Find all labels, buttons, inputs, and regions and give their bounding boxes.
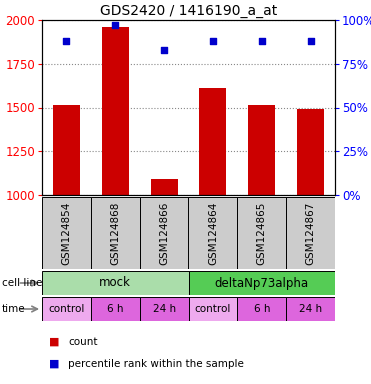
Bar bbox=[286, 197, 335, 269]
Text: time: time bbox=[2, 304, 26, 314]
Point bbox=[308, 38, 313, 44]
Bar bbox=[286, 297, 335, 321]
Bar bbox=[91, 297, 139, 321]
Bar bbox=[151, 179, 177, 195]
Text: ■: ■ bbox=[49, 337, 60, 347]
Bar bbox=[237, 297, 286, 321]
Bar bbox=[188, 297, 237, 321]
Text: ■: ■ bbox=[49, 359, 60, 369]
Bar bbox=[139, 197, 188, 269]
Text: mock: mock bbox=[99, 276, 131, 290]
Text: GSM124866: GSM124866 bbox=[159, 201, 169, 265]
Point bbox=[161, 47, 167, 53]
Bar bbox=[200, 88, 226, 195]
Title: GDS2420 / 1416190_a_at: GDS2420 / 1416190_a_at bbox=[100, 3, 277, 18]
Bar bbox=[42, 271, 188, 295]
Text: 6 h: 6 h bbox=[107, 304, 124, 314]
Bar bbox=[248, 105, 275, 195]
Bar bbox=[297, 109, 324, 195]
Text: 24 h: 24 h bbox=[299, 304, 322, 314]
Bar bbox=[188, 197, 237, 269]
Text: count: count bbox=[68, 337, 98, 347]
Text: GSM124865: GSM124865 bbox=[257, 201, 267, 265]
Text: 24 h: 24 h bbox=[152, 304, 175, 314]
Bar bbox=[91, 197, 139, 269]
Text: control: control bbox=[195, 304, 231, 314]
Bar bbox=[42, 197, 91, 269]
Text: cell line: cell line bbox=[2, 278, 42, 288]
Point bbox=[259, 38, 265, 44]
Text: GSM124868: GSM124868 bbox=[110, 201, 120, 265]
Text: GSM124854: GSM124854 bbox=[62, 201, 71, 265]
Bar bbox=[237, 197, 286, 269]
Bar bbox=[188, 271, 335, 295]
Text: deltaNp73alpha: deltaNp73alpha bbox=[215, 276, 309, 290]
Point bbox=[210, 38, 216, 44]
Bar bbox=[42, 297, 91, 321]
Text: GSM124864: GSM124864 bbox=[208, 201, 218, 265]
Text: percentile rank within the sample: percentile rank within the sample bbox=[68, 359, 244, 369]
Text: control: control bbox=[48, 304, 85, 314]
Point bbox=[112, 22, 118, 28]
Point bbox=[63, 38, 69, 44]
Text: GSM124867: GSM124867 bbox=[306, 201, 316, 265]
Bar bbox=[102, 27, 129, 195]
Text: 6 h: 6 h bbox=[253, 304, 270, 314]
Bar bbox=[139, 297, 188, 321]
Bar bbox=[53, 104, 80, 195]
